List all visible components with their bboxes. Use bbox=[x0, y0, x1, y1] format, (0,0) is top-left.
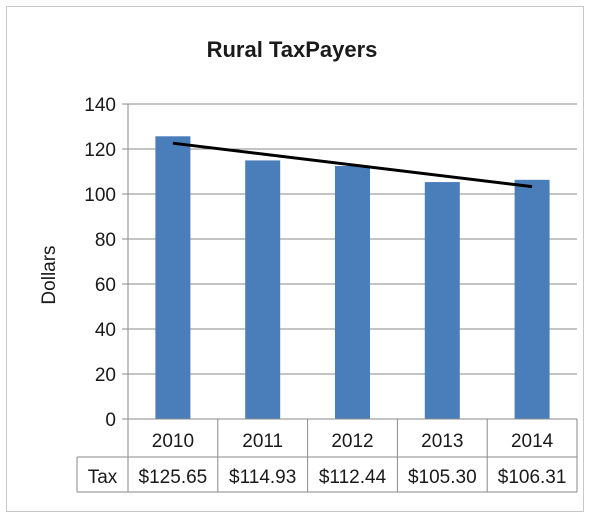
chart-title: Rural TaxPayers bbox=[207, 37, 378, 62]
table-value-cell: $106.31 bbox=[498, 467, 567, 488]
bars bbox=[155, 136, 549, 419]
bar-2012 bbox=[335, 166, 370, 419]
y-axis-label: Dollars bbox=[39, 245, 60, 304]
y-tick-label: 120 bbox=[84, 140, 116, 161]
table-value-cell: $105.30 bbox=[408, 467, 477, 488]
x-tick-label: 2012 bbox=[331, 431, 373, 452]
data-table: 2010 2011 2012 2013 2014 Tax $125.65 $114.93 $11… bbox=[77, 419, 577, 492]
bar-2011 bbox=[245, 160, 280, 419]
bar-2014 bbox=[515, 180, 550, 419]
x-tick-label: 2014 bbox=[511, 431, 554, 452]
table-value-cell: $114.93 bbox=[229, 467, 296, 488]
y-tick-label: 80 bbox=[95, 230, 116, 251]
bar-2013 bbox=[425, 182, 460, 419]
y-tick-label: 20 bbox=[95, 365, 116, 386]
chart-frame: Rural TaxPayers Dollars 0 20 40 60 80 100 120 1… bbox=[6, 6, 584, 512]
x-tick-label: 2010 bbox=[152, 431, 194, 452]
y-tick-label: 100 bbox=[84, 185, 116, 206]
table-value-cell: $125.65 bbox=[139, 467, 208, 488]
y-axis-ticks: 0 20 40 60 80 100 120 140 bbox=[84, 95, 128, 431]
y-tick-label: 0 bbox=[105, 410, 116, 431]
x-tick-label: 2011 bbox=[242, 431, 283, 452]
table-value-cell: $112.44 bbox=[319, 467, 387, 488]
y-tick-label: 60 bbox=[95, 275, 116, 296]
table-series-name: Tax bbox=[88, 467, 118, 488]
y-tick-label: 40 bbox=[95, 320, 116, 341]
bar-2010 bbox=[155, 136, 190, 419]
x-tick-label: 2013 bbox=[421, 431, 463, 452]
y-tick-label: 140 bbox=[84, 95, 116, 116]
bar-chart: Rural TaxPayers Dollars 0 20 40 60 80 100 120 1… bbox=[7, 7, 585, 513]
